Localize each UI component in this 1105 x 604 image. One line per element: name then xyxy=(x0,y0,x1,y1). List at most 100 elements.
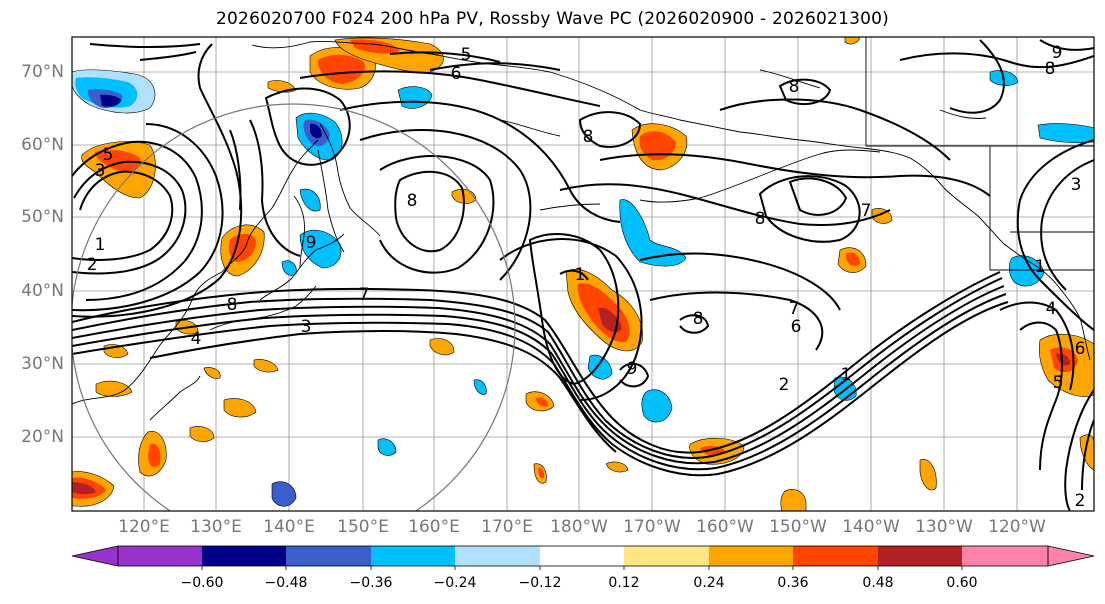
negative-anomaly xyxy=(281,260,297,276)
pv-contour xyxy=(1019,321,1063,471)
contour-label: 7 xyxy=(789,299,800,319)
negative-anomaly xyxy=(310,123,322,139)
colorbar-tick-label: −0.12 xyxy=(518,575,562,591)
contour-label: 5 xyxy=(1053,373,1064,393)
contour-label: 1 xyxy=(1035,257,1046,277)
contour-label: 1 xyxy=(575,265,586,285)
pv-contours xyxy=(72,39,1094,511)
colorbar-bin xyxy=(878,546,962,566)
colorbar-bin xyxy=(540,546,624,566)
contour-label: 8 xyxy=(1045,59,1056,79)
contour-label: 7 xyxy=(359,285,370,305)
contour-label: 2 xyxy=(779,375,790,395)
colorbar-bin xyxy=(793,546,878,566)
positive-anomaly xyxy=(639,131,676,161)
negative-anomaly xyxy=(299,188,321,212)
positive-anomaly xyxy=(536,397,548,407)
pv-contour xyxy=(1040,159,1094,291)
contour-label: 9 xyxy=(627,359,638,379)
colorbar-bin xyxy=(709,546,793,566)
pv-contour xyxy=(229,129,242,211)
positive-anomaly xyxy=(253,359,279,373)
contour-label: 6 xyxy=(451,64,462,84)
colorbar-bin xyxy=(286,546,371,566)
pv-contour xyxy=(559,183,891,227)
pv-contour xyxy=(72,277,1003,459)
pv-contour xyxy=(1039,39,1094,51)
contour-label: 4 xyxy=(191,329,202,349)
lon-label-150w: 150°W xyxy=(769,517,827,537)
contour-label: 9 xyxy=(1052,43,1063,63)
colorbar-extension-high xyxy=(1047,545,1095,567)
positive-anomaly xyxy=(350,39,400,54)
positive-anomaly xyxy=(1079,434,1094,471)
pv-contour xyxy=(778,78,832,106)
lon-label-160e: 160°E xyxy=(408,517,460,537)
great-circle-outline xyxy=(72,103,516,511)
contour-label: 3 xyxy=(301,317,312,337)
pv-contour xyxy=(72,160,187,275)
pv-contour xyxy=(389,51,501,63)
contour-label: 8 xyxy=(755,209,766,229)
pv-contour xyxy=(89,43,201,48)
pv-contour xyxy=(72,271,1001,454)
lon-label-170e: 170°E xyxy=(481,517,533,537)
colorbar-bin xyxy=(118,546,202,566)
contour-label: 8 xyxy=(693,309,704,329)
pv-contour xyxy=(758,175,861,243)
contour-label: 2 xyxy=(87,255,98,275)
contour-label: 3 xyxy=(1071,175,1082,195)
colorbar-tick-label: −0.24 xyxy=(433,575,477,591)
colorbar-bin xyxy=(371,546,455,566)
contour-label: 8 xyxy=(227,295,238,315)
contour-label: 6 xyxy=(791,317,802,337)
colorbar-frame xyxy=(117,545,1049,567)
negative-anomaly xyxy=(1008,255,1045,287)
pv-contour xyxy=(394,170,465,253)
negative-anomaly xyxy=(1037,123,1094,144)
lon-label-150e: 150°E xyxy=(337,517,389,537)
coastlines xyxy=(72,37,1094,421)
pv-contour xyxy=(72,123,224,312)
lat-label-60n: 60°N xyxy=(21,135,64,155)
positive-anomaly xyxy=(1056,353,1070,366)
colorbar-bin xyxy=(962,546,1048,566)
negative-anomaly xyxy=(641,389,673,423)
positive-anomaly xyxy=(429,338,455,356)
positive-anomaly xyxy=(605,461,629,473)
pv-contour xyxy=(1016,139,1094,331)
positive-anomaly xyxy=(95,380,133,397)
colorbar xyxy=(71,545,1095,570)
pv-contour xyxy=(72,170,174,261)
colorbar-tick-label: 0.12 xyxy=(608,575,640,591)
pv-contour xyxy=(1081,419,1094,491)
pv-contour xyxy=(72,285,1005,465)
lon-label-120e: 120°E xyxy=(118,517,170,537)
pv-contour xyxy=(599,153,991,197)
pv-contour xyxy=(788,177,848,216)
pv-contour xyxy=(429,62,561,71)
positive-anomaly xyxy=(919,459,937,491)
positive-anomaly xyxy=(148,443,161,467)
contour-label: 1 xyxy=(841,365,852,385)
pv-contour xyxy=(649,291,824,351)
lat-label-50n: 50°N xyxy=(21,207,64,227)
lon-label-130e: 130°E xyxy=(190,517,242,537)
contour-label: 8 xyxy=(407,191,418,211)
pv-contour xyxy=(999,301,1075,391)
contour-label: 2 xyxy=(1075,491,1086,511)
colorbar-bin xyxy=(455,546,540,566)
contour-label: 4 xyxy=(1046,299,1057,319)
positive-anomaly xyxy=(538,467,545,479)
colorbar-bin xyxy=(624,546,709,566)
map-frame xyxy=(71,36,1095,512)
contour-label: 3 xyxy=(95,161,106,181)
pv-contour xyxy=(299,70,601,107)
lat-label-30n: 30°N xyxy=(21,354,64,374)
pv-contour xyxy=(359,129,532,281)
positive-anomaly xyxy=(189,426,215,442)
positive-anomaly xyxy=(846,252,860,266)
pv-contour xyxy=(578,111,642,148)
colorbar-tick-label: 0.60 xyxy=(946,575,978,591)
